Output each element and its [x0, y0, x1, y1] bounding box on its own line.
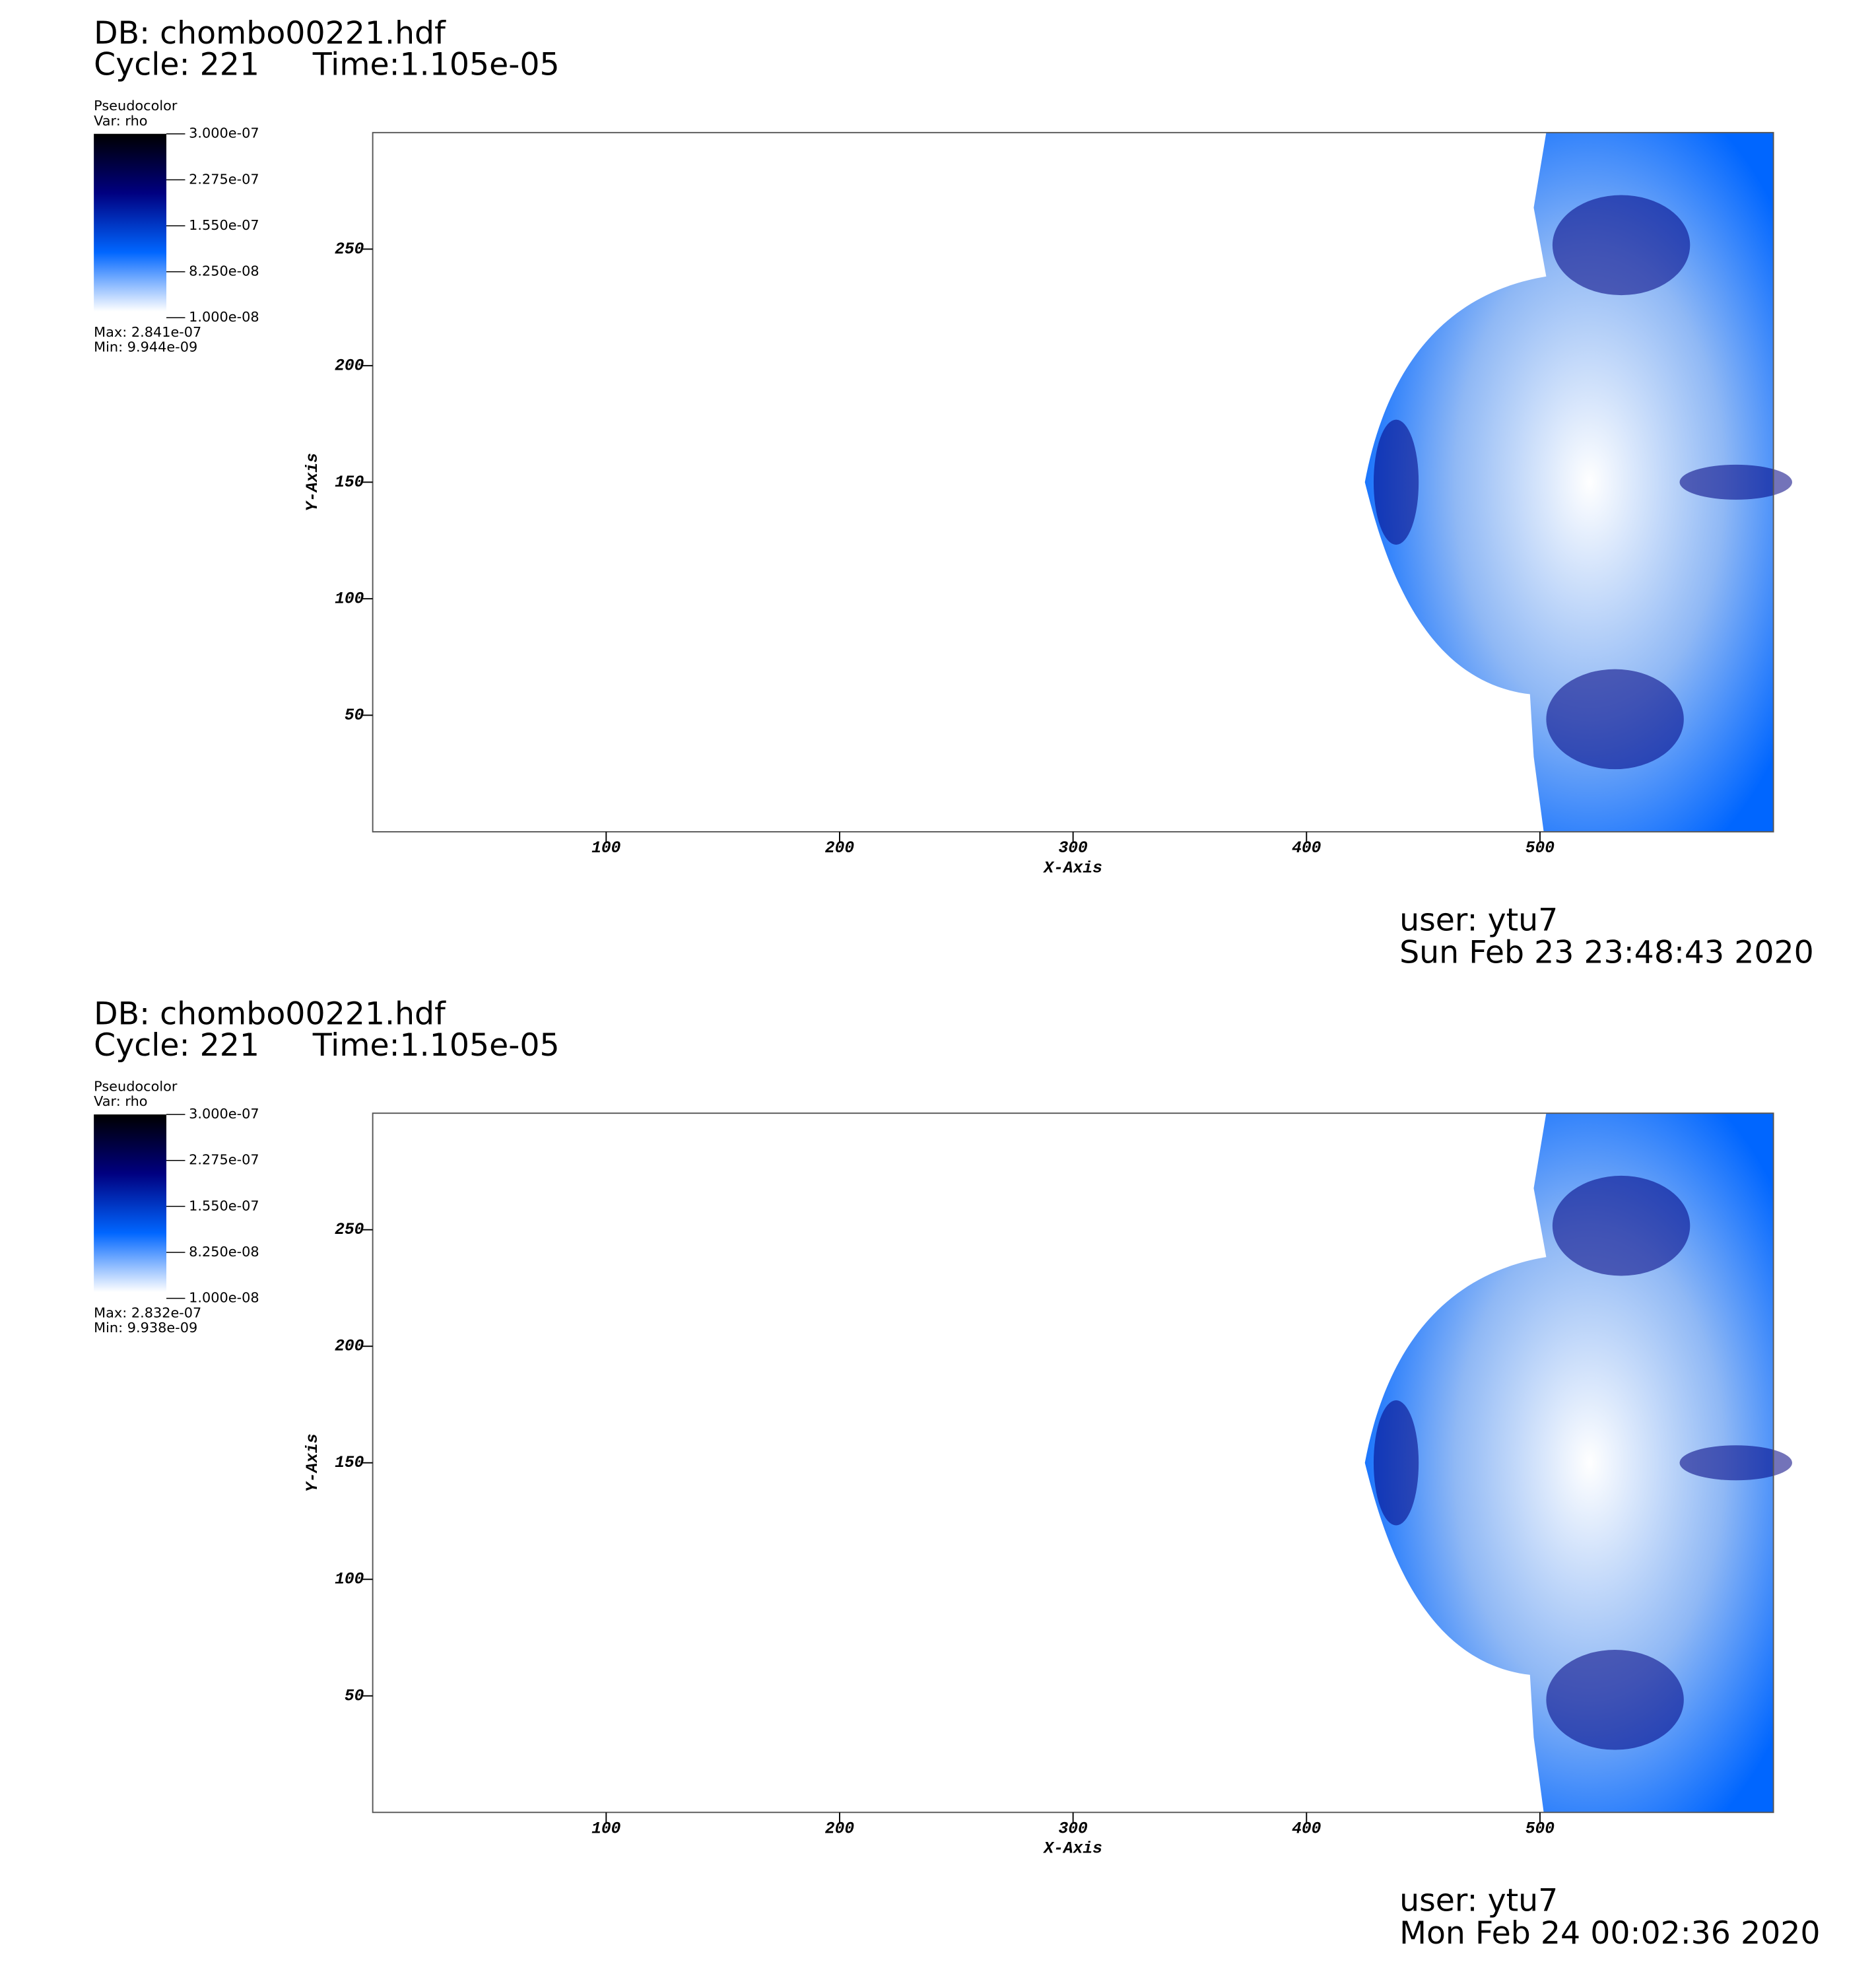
x-tick-label: 500	[1525, 840, 1555, 858]
y-tick-label: 200	[335, 1338, 364, 1356]
max-label: Max: 2.832e-07	[94, 1305, 201, 1320]
y-tick-label: 200	[335, 357, 364, 375]
density-feature	[1552, 1175, 1691, 1276]
legend-title: Pseudocolor	[94, 1078, 178, 1094]
colorbar-label: 2.275e-07	[189, 171, 259, 187]
density-field	[1364, 132, 1774, 832]
user: user: ytu7	[1399, 1883, 1558, 1919]
db-title: DB: chombo00221.hdf	[94, 996, 446, 1032]
density-feature	[1552, 195, 1691, 296]
y-axis-label: Y-Axis	[304, 453, 322, 512]
min-label: Min: 9.938e-09	[94, 1320, 197, 1336]
y-tick-label: 250	[335, 1221, 364, 1239]
legend-var: Var: rho	[94, 113, 147, 129]
colorbar	[94, 133, 167, 312]
colorbar-label: 3.000e-07	[189, 1106, 259, 1122]
y-tick-label: 100	[335, 1571, 364, 1589]
density-field	[1364, 1113, 1774, 1813]
cycle: Cycle: 221	[94, 1027, 259, 1064]
x-tick-label: 200	[825, 840, 855, 858]
y-tick-label: 100	[335, 590, 364, 608]
density-feature	[1373, 1400, 1419, 1526]
legend-var: Var: rho	[94, 1093, 147, 1109]
date: Sun Feb 23 23:48:43 2020	[1399, 935, 1814, 971]
density-feature	[1546, 1649, 1684, 1750]
density-feature	[1679, 464, 1793, 500]
date: Mon Feb 24 00:02:36 2020	[1399, 1915, 1820, 1952]
y-tick-label: 150	[335, 1454, 364, 1472]
colorbar-label: 8.250e-08	[189, 1244, 259, 1260]
y-tick-label: 50	[345, 1687, 364, 1705]
density-feature	[1546, 669, 1684, 770]
user: user: ytu7	[1399, 902, 1558, 938]
colorbar-label: 1.000e-08	[189, 1290, 259, 1306]
db-title: DB: chombo00221.hdf	[94, 15, 446, 51]
legend-title: Pseudocolor	[94, 98, 178, 114]
min-label: Min: 9.944e-09	[94, 339, 197, 355]
colorbar-label: 2.275e-07	[189, 1152, 259, 1168]
y-tick-label: 150	[335, 474, 364, 492]
colorbar-label: 1.550e-07	[189, 1198, 259, 1213]
y-tick-label: 50	[345, 707, 364, 725]
x-tick-label: 400	[1292, 1820, 1322, 1838]
density-feature	[1679, 1445, 1793, 1481]
x-axis-label: X-Axis	[1042, 860, 1102, 877]
density-feature	[1373, 419, 1419, 545]
x-tick-label: 300	[1058, 1820, 1088, 1838]
x-axis-label: X-Axis	[1042, 1841, 1102, 1858]
y-tick-label: 250	[335, 241, 364, 259]
max-label: Max: 2.841e-07	[94, 324, 201, 340]
time: Time:1.105e-05	[312, 1027, 560, 1064]
colorbar-label: 1.550e-07	[189, 217, 259, 233]
time: Time:1.105e-05	[312, 46, 560, 83]
colorbar-label: 3.000e-07	[189, 125, 259, 141]
y-axis-label: Y-Axis	[304, 1433, 322, 1492]
x-tick-label: 100	[591, 840, 621, 858]
x-tick-label: 400	[1292, 840, 1322, 858]
colorbar	[94, 1114, 167, 1293]
x-tick-label: 300	[1058, 840, 1088, 858]
cycle: Cycle: 221	[94, 46, 259, 83]
x-tick-label: 100	[591, 1820, 621, 1838]
colorbar-label: 1.000e-08	[189, 309, 259, 325]
colorbar-label: 8.250e-08	[189, 263, 259, 279]
x-tick-label: 200	[825, 1820, 855, 1838]
x-tick-label: 500	[1525, 1820, 1555, 1838]
